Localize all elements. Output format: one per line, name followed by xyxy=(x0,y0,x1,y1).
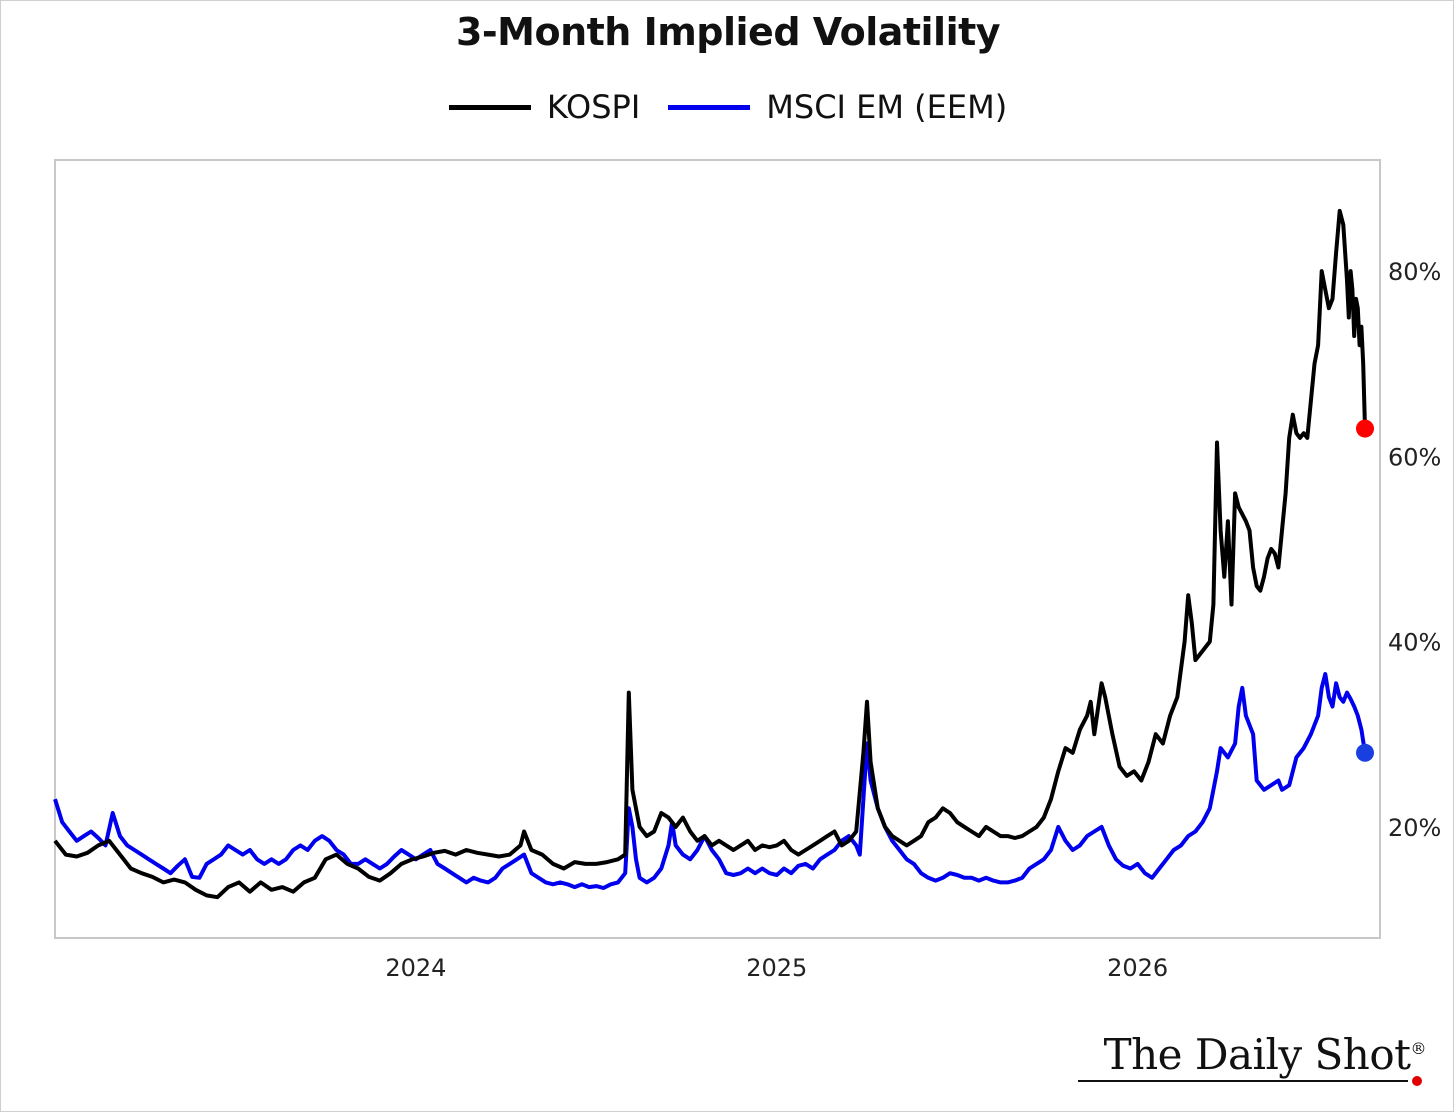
y-tick-label-40: 40% xyxy=(1388,629,1441,657)
end-marker-layer xyxy=(1356,419,1374,762)
brand-underline xyxy=(1078,1080,1408,1082)
y-tick-label-80: 80% xyxy=(1388,258,1441,286)
chart-title: 3-Month Implied Volatility xyxy=(455,10,1001,54)
legend-item-eem: MSCI EM (EEM) xyxy=(668,88,1007,126)
end-marker-kospi xyxy=(1356,419,1374,438)
legend-swatch-kospi xyxy=(448,104,531,110)
plot-area xyxy=(54,159,1381,939)
brand-name: The Daily Shot xyxy=(1103,1030,1411,1079)
series-line-kospi xyxy=(53,208,1367,900)
x-tick-label-2026: 2026 xyxy=(1107,954,1168,982)
x-tick-label-2025: 2025 xyxy=(746,954,807,982)
legend-label-eem: MSCI EM (EEM) xyxy=(766,88,1008,126)
brand-logo: The Daily Shot® xyxy=(1103,1030,1427,1079)
x-axis-ticks: 2024 2025 2026 xyxy=(385,954,1168,982)
series-layer xyxy=(53,208,1367,900)
legend-label-kospi: KOSPI xyxy=(546,88,641,126)
y-tick-label-20: 20% xyxy=(1388,814,1441,842)
legend: KOSPI MSCI EM (EEM) xyxy=(0,88,1456,126)
legend-swatch-eem xyxy=(668,104,751,110)
x-tick-label-2024: 2024 xyxy=(385,954,446,982)
brand-registered-mark: ® xyxy=(1410,1039,1427,1058)
end-marker-eem xyxy=(1356,743,1374,762)
brand-dot xyxy=(1412,1076,1422,1086)
legend-item-kospi: KOSPI xyxy=(448,88,641,126)
y-tick-label-60: 60% xyxy=(1388,443,1441,471)
series-line-eem xyxy=(53,672,1367,890)
y-axis-ticks: 20% 40% 60% 80% xyxy=(1388,258,1441,842)
